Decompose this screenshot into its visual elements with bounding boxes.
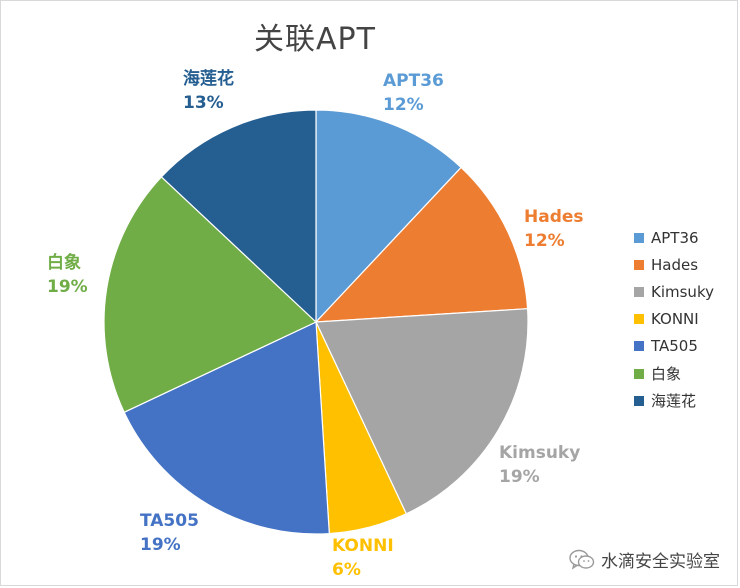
pie-slice-6 [103, 176, 318, 414]
legend-swatch [634, 232, 644, 243]
legend-item: APT36 [634, 224, 714, 251]
legend-item: KONNI [634, 306, 714, 333]
slice-labels: APT36 12% Hades 12% Kimsuky 19% KONNI 6% TA505 19… [47, 68, 584, 580]
legend-item: 海莲花 [634, 387, 714, 414]
pie-slice-7 [160, 109, 317, 324]
chart-title: 关联APT [254, 22, 376, 57]
legend-item: Hades [634, 251, 714, 278]
legend-label: APT36 [651, 228, 699, 247]
slice-label-percent: 19% [47, 277, 88, 297]
slice-label-name: APT36 [383, 71, 444, 91]
legend-item: Kimsuky [634, 278, 714, 305]
slice-label-percent: 19% [499, 467, 540, 487]
legend-label: 白象 [651, 365, 682, 384]
wechat-icon [569, 549, 595, 570]
legend-item: 白象 [634, 360, 714, 387]
slice-label-name: KONNI [332, 536, 394, 556]
slice-label-percent: 6% [332, 560, 361, 580]
slice-label-name: 海莲花 [183, 68, 234, 89]
legend-label: Kimsuky [651, 282, 714, 301]
legend-label: TA505 [651, 337, 698, 356]
legend-item: TA505 [634, 333, 714, 360]
legend-swatch [634, 259, 644, 270]
slice-label-percent: 12% [383, 95, 424, 115]
slice-label-name: Hades [524, 207, 584, 227]
slice-label-name: Kimsuky [499, 443, 580, 463]
slice-label-percent: 12% [524, 231, 565, 251]
pie-slice-3 [315, 308, 529, 515]
legend-label: 海莲花 [651, 392, 697, 411]
watermark: 水滴安全实验室 [569, 547, 720, 572]
legend-label: Hades [651, 255, 699, 274]
pie-slices [103, 109, 529, 535]
watermark-text: 水滴安全实验室 [601, 552, 720, 572]
pie-slice-2 [314, 166, 529, 323]
legend-swatch [634, 286, 644, 297]
slice-label-name: 白象 [47, 252, 81, 273]
legend-swatch [634, 395, 644, 406]
chart-legend: APT36 Hades Kimsuky KONNI TA505 白象海莲花 [634, 224, 714, 414]
slice-label-percent: 19% [140, 535, 181, 555]
legend-swatch [634, 314, 644, 325]
slice-label-percent: 13% [183, 93, 224, 113]
pie-slice-1 [315, 109, 462, 324]
legend-label: KONNI [651, 310, 699, 329]
slice-label-name: TA505 [140, 511, 199, 531]
pie-slice-5 [123, 321, 330, 535]
legend-swatch [634, 368, 644, 379]
legend-swatch [634, 341, 644, 352]
